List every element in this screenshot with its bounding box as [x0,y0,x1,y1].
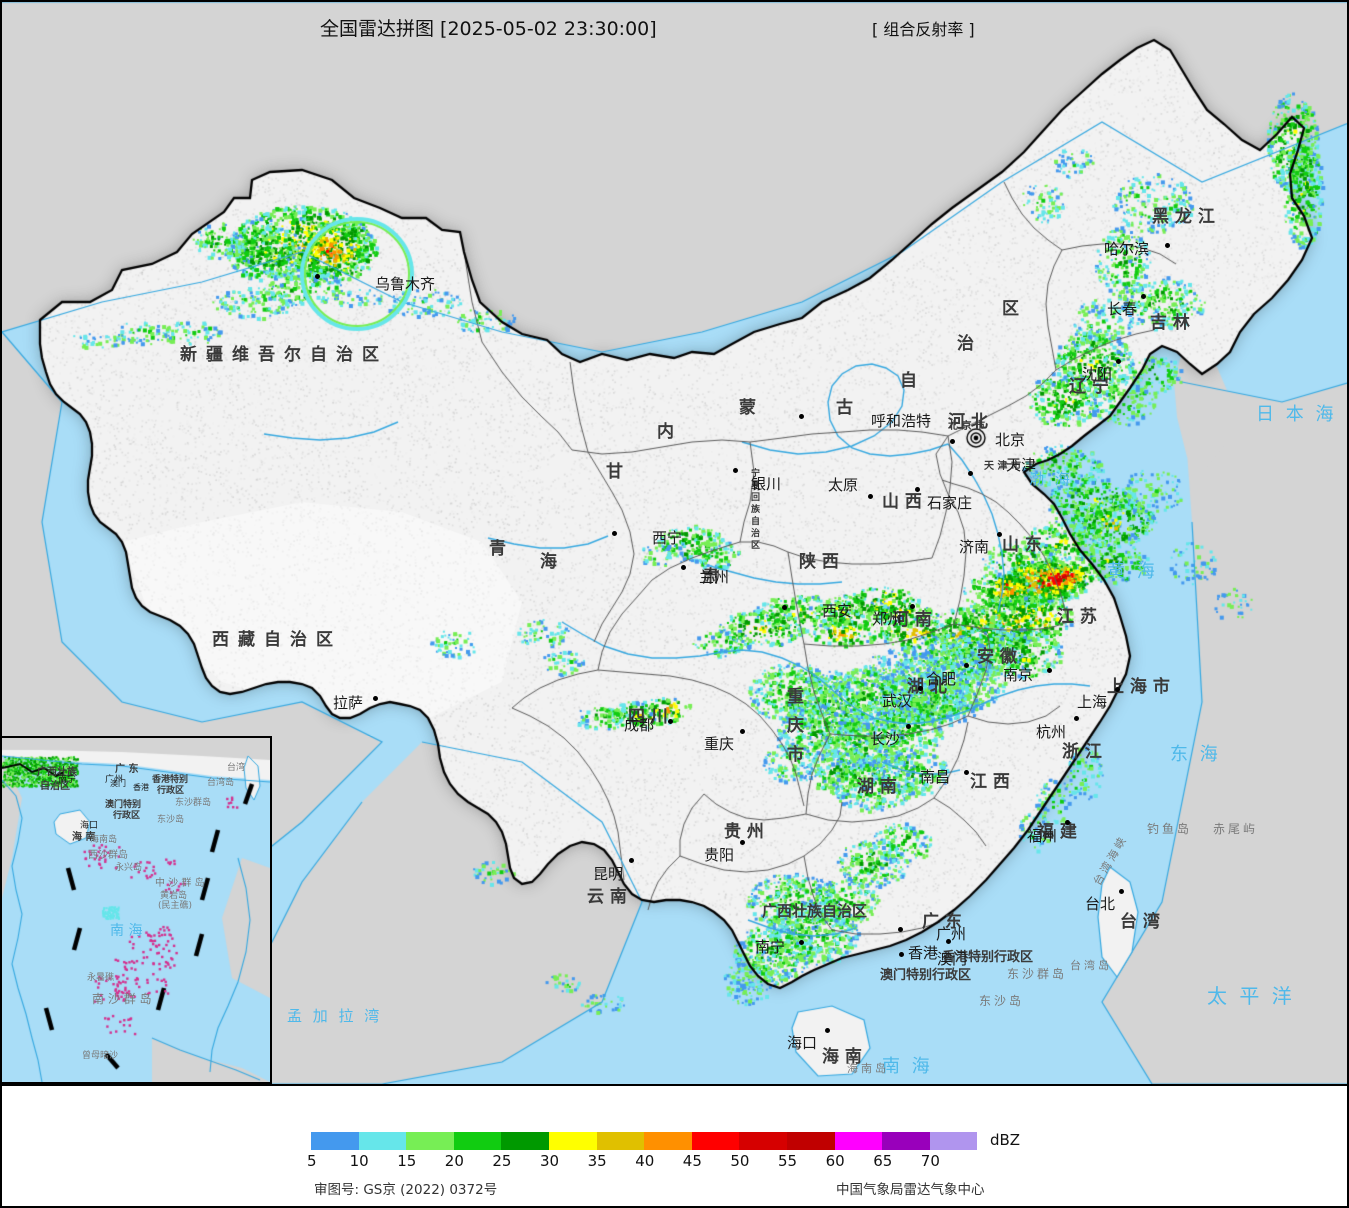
colorbar-tick-10: 10 [349,1152,369,1170]
city-marker-dot [1119,889,1124,894]
colorbar-tick-60: 60 [825,1152,845,1170]
city-marker-dot [910,604,915,609]
colorbar-tick-30: 30 [540,1152,560,1170]
city-marker-dot [681,565,686,570]
colorbar-tick-65: 65 [873,1152,893,1170]
approval-number: 审图号: GS京 (2022) 0372号 [314,1182,498,1198]
colorbar-tick-70: 70 [920,1152,940,1170]
city-marker-dot [906,724,911,729]
city-marker-dot [1065,820,1070,825]
colorbar-tick-labels: 5 10 15 20 25 30 35 40 45 50 55 60 65 70 [0,1152,1349,1172]
city-marker-dot [799,414,804,419]
page-title: 全国雷达拼图 [2025-05-02 23:30:00] [320,18,657,40]
colorbar-swatch-50 [739,1132,787,1150]
city-marker-dot [915,487,920,492]
colorbar-swatch-65 [882,1132,930,1150]
city-marker-dot [964,770,969,775]
colorbar-tick-50: 50 [730,1152,750,1170]
dbz-colorbar [311,1132,978,1150]
inset-canvas [2,738,270,1082]
city-marker-dot [1141,294,1146,299]
colorbar-swatch-60 [834,1132,883,1150]
city-marker-dot [315,274,320,279]
colorbar-swatch-5 [311,1132,359,1150]
city-marker-dot [1047,668,1052,673]
city-marker-dot [629,858,634,863]
colorbar-tick-25: 25 [492,1152,512,1170]
city-marker-dot [997,532,1002,537]
colorbar-swatch-45 [691,1132,740,1150]
city-marker-dot [968,471,973,476]
city-marker-dot [1165,243,1170,248]
city-marker-dot [1115,687,1120,692]
colorbar-swatch-25 [501,1132,549,1150]
city-marker-dot [373,696,378,701]
title-row: 全国雷达拼图 [2025-05-02 23:30:00] [ 组合反射率 ] [0,14,1349,40]
city-marker-dot [799,940,804,945]
city-marker-dot [740,840,745,845]
colorbar-swatch-55 [786,1132,835,1150]
city-marker-dot [782,605,787,610]
colorbar-swatch-30 [548,1132,597,1150]
city-marker-dot [740,729,745,734]
product-type-label: [ 组合反射率 ] [872,20,975,39]
city-marker-dot [1116,359,1121,364]
colorbar-tick-20: 20 [444,1152,464,1170]
colorbar-tick-40: 40 [635,1152,655,1170]
city-marker-dot [964,663,969,668]
colorbar-swatch-20 [453,1132,502,1150]
colorbar-swatch-70 [929,1132,978,1150]
south-china-sea-inset [0,736,272,1084]
colorbar-swatch-10 [358,1132,407,1150]
colorbar-tick-55: 55 [778,1152,798,1170]
colorbar-swatch-15 [406,1132,454,1150]
city-marker-dot [825,1028,830,1033]
colorbar-tick-5: 5 [307,1152,317,1170]
city-marker-dot [898,927,903,932]
city-marker-dot [612,531,617,536]
city-marker-dot [918,686,923,691]
colorbar-tick-15: 15 [397,1152,417,1170]
city-marker-dot [733,468,738,473]
city-marker-dot [868,494,873,499]
city-marker-dot [1074,716,1079,721]
issuer-label: 中国气象局雷达气象中心 [836,1182,985,1198]
city-marker-dot [946,939,951,944]
colorbar-tick-35: 35 [587,1152,607,1170]
city-marker-dot [950,439,955,444]
city-marker-dot [899,952,904,957]
colorbar-swatch-40 [644,1132,692,1150]
colorbar-tick-45: 45 [682,1152,702,1170]
colorbar-unit-label: dBZ [990,1131,1021,1149]
colorbar-swatch-35 [596,1132,645,1150]
city-marker-dot [668,719,673,724]
